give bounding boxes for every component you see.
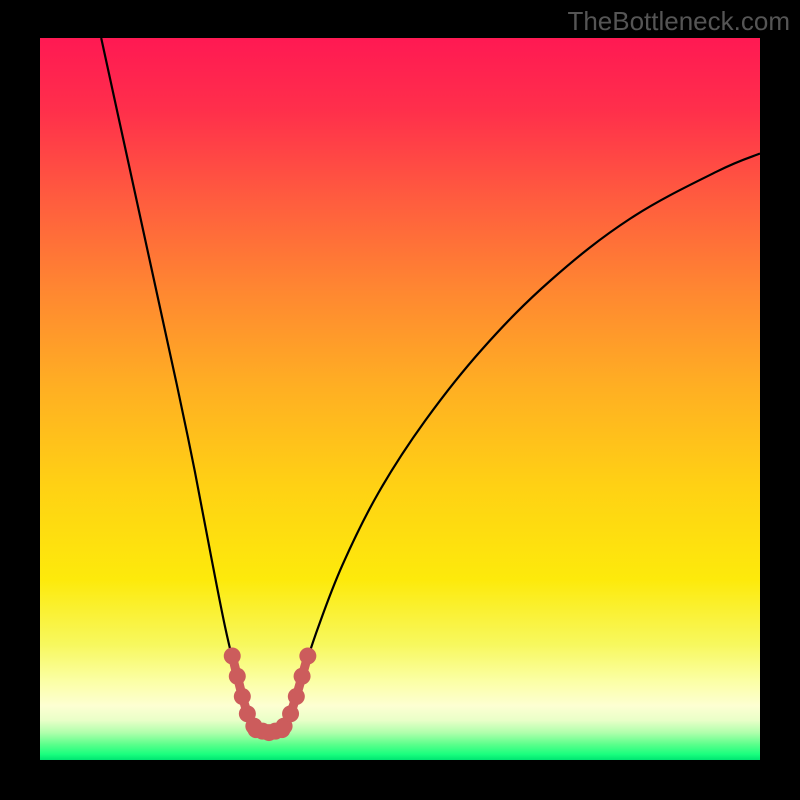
marker-right-dot-4 [294, 668, 311, 685]
marker-left-dot-0 [224, 648, 241, 665]
chart-svg [0, 0, 800, 800]
chart-container: TheBottleneck.com [0, 0, 800, 800]
watermark-text: TheBottleneck.com [567, 6, 790, 37]
marker-left-dot-2 [234, 688, 251, 705]
plot-gradient-background [40, 38, 760, 760]
marker-right-dot-3 [288, 688, 305, 705]
marker-left-dot-1 [229, 668, 246, 685]
marker-right-dot-2 [282, 705, 299, 722]
marker-right-dot-5 [299, 648, 316, 665]
